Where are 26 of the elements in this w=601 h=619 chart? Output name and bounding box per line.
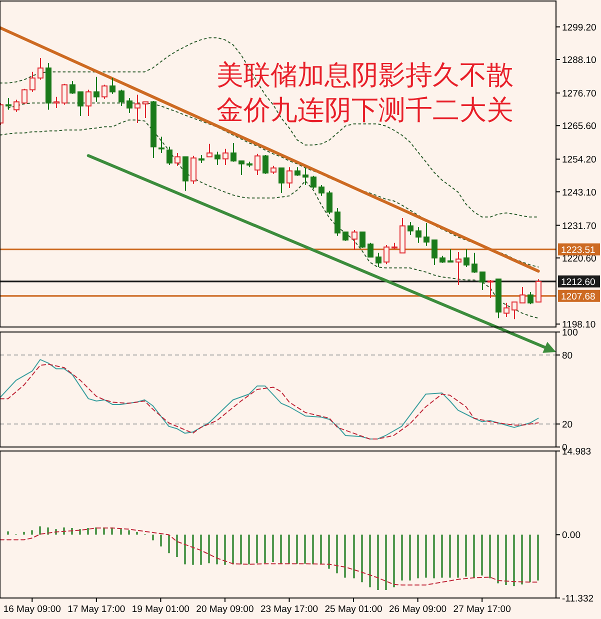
y-tick-label: 80 [562, 350, 573, 362]
text: 金价九连阴下测千二大关 [216, 95, 514, 126]
y-tick-label: 0.00 [562, 530, 580, 542]
ref-line-label: 1223.51 [561, 244, 596, 256]
y-tick-label: 1276.70 [562, 88, 596, 100]
y-tick-label: 20 [562, 420, 573, 430]
y-tick-label: 1220.60 [562, 253, 596, 264]
x-tick-label: 20 May 09:00 [196, 604, 254, 615]
y-tick-label: 1254.20 [562, 154, 596, 166]
y-tick-label: 1299.20 [562, 22, 596, 34]
x-tick-label: 23 May 17:00 [260, 604, 318, 615]
y-tick-label: 1231.70 [562, 220, 596, 232]
text: 美联储加息阴影持久不散 [216, 60, 514, 91]
x-tick-label: 19 May 01:00 [132, 604, 190, 615]
ref-line-label: 1212.60 [561, 276, 596, 288]
ref-line-label: 1207.68 [561, 291, 596, 302]
y-tick-label: 1265.60 [562, 121, 596, 132]
x-tick-label: 16 May 09:00 [3, 604, 61, 615]
x-tick-label: 25 May 01:00 [324, 604, 382, 615]
y-tick-label: 1243.10 [562, 187, 596, 198]
x-tick-label: 26 May 09:00 [389, 604, 447, 615]
y-tick-label: 100 [562, 328, 578, 338]
y-tick-label: -11.332 [562, 594, 594, 604]
x-tick-label: 27 May 17:00 [453, 604, 511, 615]
y-tick-label: 1288.10 [562, 55, 596, 66]
x-tick-label: 17 May 17:00 [68, 604, 126, 615]
